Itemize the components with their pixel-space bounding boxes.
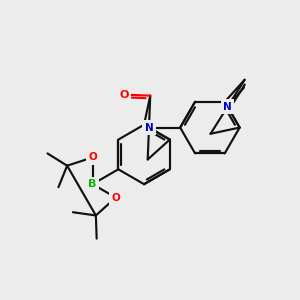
Text: O: O <box>119 90 129 100</box>
Text: B: B <box>88 179 97 189</box>
Text: N: N <box>223 102 232 112</box>
Text: O: O <box>88 152 97 162</box>
Text: O: O <box>111 193 120 202</box>
Text: N: N <box>145 123 153 133</box>
